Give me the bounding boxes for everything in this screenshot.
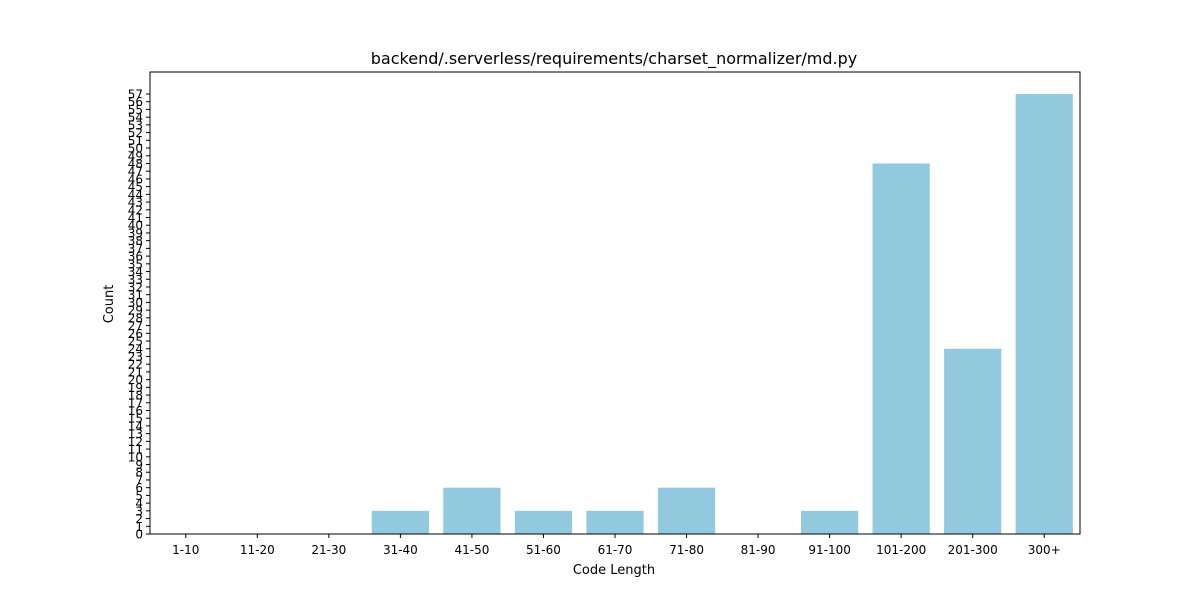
y-tick-label: 41 (128, 211, 143, 225)
bar-31-40 (371, 510, 429, 534)
y-tick-label: 38 (128, 234, 143, 248)
y-tick-label: 56 (128, 95, 143, 109)
y-tick-label: 12 (128, 435, 143, 449)
y-tick-label: 45 (128, 180, 143, 194)
y-tick-label: 37 (128, 242, 143, 256)
y-axis-label: Count (102, 285, 117, 324)
y-tick-label: 43 (128, 196, 143, 210)
y-tick-label: 48 (128, 157, 143, 171)
x-axis-label: Code Length (573, 563, 655, 578)
y-tick-label: 36 (128, 250, 143, 264)
y-tick-label: 2 (135, 512, 143, 526)
bar-101-200 (872, 163, 930, 534)
y-tick-label: 42 (128, 203, 143, 217)
y-tick-label: 10 (128, 450, 143, 464)
x-tick-label: 61-70 (598, 543, 633, 557)
y-tick-label: 0 (135, 528, 143, 542)
y-tick-label: 50 (128, 142, 143, 156)
y-tick-label: 55 (128, 103, 143, 117)
y-tick-label: 22 (128, 358, 143, 372)
x-tick-label: 91-100 (808, 543, 851, 557)
y-tick-label: 14 (128, 419, 143, 433)
y-tick-label: 4 (135, 497, 143, 511)
x-tick-label: 201-300 (948, 543, 998, 557)
y-tick-label: 25 (128, 335, 143, 349)
x-tick-label: 71-80 (669, 543, 704, 557)
x-tick-label: 81-90 (741, 543, 776, 557)
y-tick-label: 30 (128, 296, 143, 310)
y-tick-label: 35 (128, 257, 143, 271)
y-tick-label: 1 (135, 520, 143, 534)
y-tick-label: 7 (135, 473, 143, 487)
y-tick-label: 33 (128, 273, 143, 287)
y-tick-label: 40 (128, 219, 143, 233)
y-tick-label: 52 (128, 126, 143, 140)
y-tick-label: 17 (128, 396, 143, 410)
x-tick-label: 31-40 (383, 543, 418, 557)
bar-51-60 (514, 510, 573, 534)
x-tick-label: 300+ (1028, 543, 1061, 557)
y-tick-label: 16 (128, 404, 143, 418)
y-tick-label: 39 (128, 226, 143, 240)
y-tick-label: 51 (128, 134, 143, 148)
y-tick-label: 47 (128, 165, 143, 179)
x-tick-label: 51-60 (526, 543, 561, 557)
y-tick-label: 11 (128, 443, 143, 457)
y-tick-label: 23 (128, 350, 143, 364)
bar-91-100 (801, 510, 859, 534)
bar-41-50 (443, 487, 501, 534)
y-tick-label: 18 (128, 389, 143, 403)
plot-area: 1-10 11-20 21-30 31-40 41-50 51-60 61-70 71-80 8… (128, 71, 1081, 557)
bar-61-70 (586, 510, 644, 534)
y-tick-label: 54 (128, 111, 143, 125)
y-tick-label: 46 (128, 172, 143, 186)
x-tick-label: 101-200 (876, 543, 926, 557)
y-tick-label: 24 (128, 342, 143, 356)
y-tick-label: 15 (128, 412, 143, 426)
y-tick-label: 28 (128, 311, 143, 325)
y-tick-label: 13 (128, 427, 143, 441)
bar-201-300 (944, 348, 1002, 534)
x-tick-label: 41-50 (454, 543, 489, 557)
y-tick-label: 57 (128, 88, 143, 102)
y-tick-label: 49 (128, 149, 143, 163)
y-tick-label: 21 (128, 365, 143, 379)
y-tick-label: 44 (128, 188, 143, 202)
chart-title: backend/.serverless/requirements/charset… (371, 49, 857, 69)
y-tick-label: 53 (128, 118, 143, 132)
y-tick-label: 3 (135, 504, 143, 518)
y-tick-label: 8 (135, 466, 143, 480)
y-tick-label: 29 (128, 304, 143, 318)
y-tick-label: 34 (128, 265, 143, 279)
y-tick-label: 26 (128, 327, 143, 341)
y-tick-label: 32 (128, 280, 143, 294)
y-tick-label: 27 (128, 319, 143, 333)
y-tick-label: 6 (135, 481, 143, 495)
bar-300+ (1015, 94, 1073, 534)
y-tick-label: 31 (128, 288, 143, 302)
x-tick-label: 1-10 (172, 543, 199, 557)
y-tick-label: 20 (128, 373, 143, 387)
y-tick-label: 19 (128, 381, 143, 395)
x-tick-label: 11-20 (240, 543, 275, 557)
y-tick-label: 5 (135, 489, 143, 503)
y-tick-label: 9 (135, 458, 143, 472)
plot-frame (149, 71, 1081, 535)
bar-71-80 (657, 487, 716, 534)
x-tick-label: 21-30 (311, 543, 346, 557)
